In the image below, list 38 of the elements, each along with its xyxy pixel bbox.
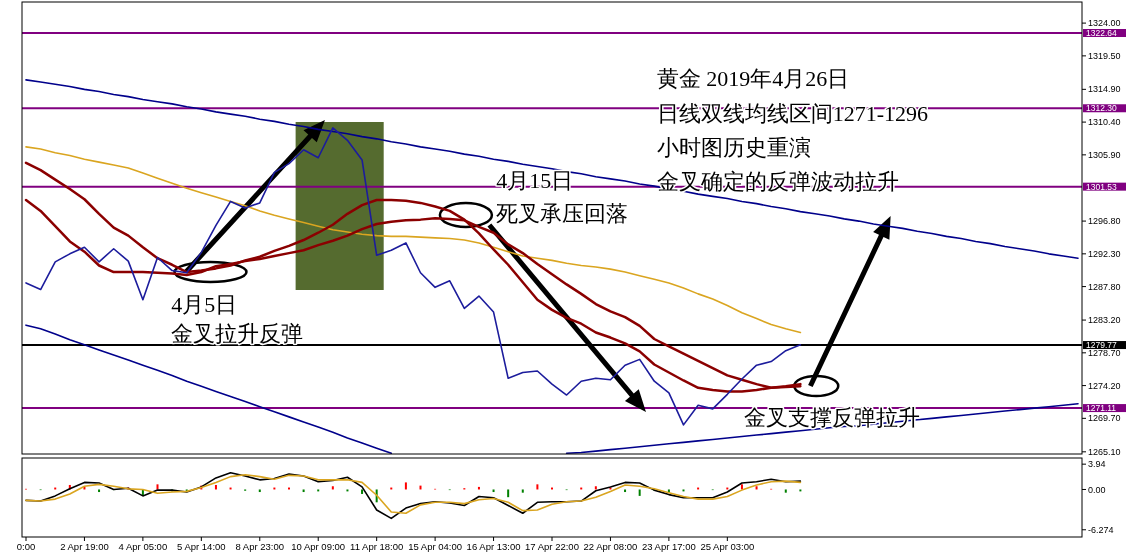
x-tick-label: 11 Apr 18:00 [350, 541, 404, 552]
ref-line-label: 1301.53 [1086, 181, 1117, 192]
y-tick-label: 0.00 [1088, 484, 1106, 495]
y-tick-label: 3.94 [1088, 459, 1106, 470]
x-tick-label: 25 Apr 03:00 [700, 541, 755, 552]
annotation: 死叉承压回落 [496, 201, 629, 226]
x-tick-label: 22 Apr 08:00 [583, 541, 638, 552]
x-tick-label: 16 Apr 13:00 [466, 541, 521, 552]
y-tick-label: 1319.50 [1088, 51, 1121, 62]
annotation: 黄金 2019年4月26日 [656, 66, 850, 91]
ref-line-label: 1322.64 [1086, 27, 1117, 38]
y-tick-label: 1314.90 [1088, 84, 1121, 95]
y-tick-label: 1265.10 [1088, 446, 1121, 457]
y-tick-label: 1292.30 [1088, 248, 1121, 259]
x-tick-label: 4 Apr 05:00 [118, 541, 168, 552]
annotation: 日线双线均线区间1271-1296 [656, 101, 929, 126]
y-tick-label: 1287.80 [1088, 281, 1121, 292]
ref-line-label: 1271.11 [1086, 403, 1117, 414]
x-tick-label: 0:00 [16, 541, 36, 552]
annotation: 4月5日 [171, 292, 238, 317]
y-tick-label: 1269.70 [1088, 413, 1121, 424]
x-tick-label: 2 Apr 19:00 [60, 541, 109, 552]
x-tick-label: 23 Apr 17:00 [641, 541, 696, 552]
y-tick-label: 1283.20 [1088, 315, 1121, 326]
x-tick-label: 8 Apr 23:00 [235, 541, 285, 552]
ref-line-label: 1312.30 [1086, 103, 1117, 114]
y-tick-label: 1305.90 [1088, 150, 1121, 160]
x-tick-label: 15 Apr 04:00 [408, 541, 463, 552]
y-tick-label: 1296.80 [1088, 216, 1121, 227]
x-tick-label: 5 Apr 14:00 [177, 541, 226, 552]
annotation: 小时图历史重演 [656, 135, 811, 160]
y-tick-label: 1310.40 [1088, 117, 1121, 128]
y-tick-label: 1274.20 [1088, 380, 1121, 391]
x-tick-label: 10 Apr 09:00 [291, 541, 346, 552]
x-tick-label: 17 Apr 22:00 [525, 541, 579, 552]
y-tick-label: 1324.00 [1088, 18, 1121, 29]
y-tick-label: -6.274 [1088, 524, 1114, 535]
annotation: 金叉拉升反弹 [171, 321, 304, 346]
